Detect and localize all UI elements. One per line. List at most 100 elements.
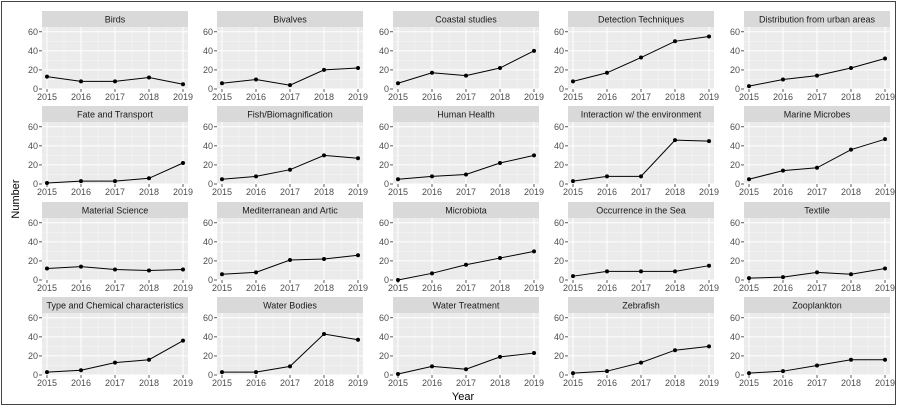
y-tick-label: 40 (203, 141, 213, 151)
panel: Microbiota 0 20 40 60 2015 2016 2017 2018 2019 (379, 202, 544, 293)
y-tick-label: 0 (33, 370, 38, 380)
y-tick-label: 40 (203, 332, 213, 342)
data-point (673, 138, 677, 143)
data-point (45, 181, 49, 186)
y-tick-label: 20 (379, 65, 389, 75)
y-tick-label: 60 (554, 122, 564, 132)
x-tick-label: 2018 (841, 283, 861, 293)
x-tick-label: 2015 (37, 283, 57, 293)
x-tick-label: 2015 (212, 283, 232, 293)
data-point (849, 357, 853, 362)
x-tick-label: 2015 (388, 378, 408, 388)
y-tick-label: 60 (554, 27, 564, 37)
data-point (464, 73, 468, 78)
y-tick-label: 0 (735, 275, 740, 285)
x-tick-label: 2018 (665, 378, 685, 388)
panel-strip (393, 202, 539, 218)
x-tick-label: 2017 (631, 283, 651, 293)
data-point (605, 369, 609, 374)
data-point (147, 176, 151, 181)
data-point (639, 360, 643, 365)
x-tick-label: 2019 (875, 283, 895, 293)
x-tick-label: 2015 (739, 187, 759, 197)
panel: Detection Techniques 0 20 40 60 2015 2016 2017 2… (554, 11, 719, 102)
y-tick-label: 40 (730, 237, 740, 247)
data-point (464, 262, 468, 267)
data-point (571, 179, 575, 184)
panel-title: Zooplankton (792, 301, 842, 311)
y-tick-label: 20 (379, 160, 389, 170)
y-axis-title: Number (10, 179, 22, 218)
x-tick-label: 2019 (875, 187, 895, 197)
x-tick-label: 2017 (631, 378, 651, 388)
x-tick-label: 2017 (456, 378, 476, 388)
y-tick-label: 40 (28, 46, 38, 56)
x-tick-label: 2015 (212, 378, 232, 388)
data-point (220, 370, 224, 375)
data-point (747, 84, 751, 89)
panel-strip (42, 106, 188, 122)
x-tick-label: 2019 (348, 378, 368, 388)
panel-title: Microbiota (445, 206, 487, 216)
data-point (747, 371, 751, 376)
data-point (747, 177, 751, 182)
data-point (781, 369, 785, 374)
panel: Fate and Transport 0 20 40 60 2015 2016 2017 201… (28, 106, 193, 197)
data-point (45, 266, 49, 271)
x-tick-label: 2016 (597, 187, 617, 197)
data-point (707, 34, 711, 39)
panel-title: Interaction w/ the environment (581, 110, 702, 120)
y-tick-label: 40 (203, 46, 213, 56)
x-tick-label: 2019 (524, 92, 544, 102)
y-tick-label: 40 (28, 237, 38, 247)
panel-title: Coastal studies (435, 15, 497, 25)
data-point (430, 70, 434, 75)
data-point (883, 266, 887, 271)
data-point (147, 268, 151, 273)
x-tick-label: 2017 (456, 92, 476, 102)
y-tick-label: 0 (33, 275, 38, 285)
y-tick-label: 0 (735, 179, 740, 189)
y-tick-label: 20 (203, 351, 213, 361)
data-point (815, 363, 819, 368)
data-point (254, 270, 258, 275)
data-point (849, 147, 853, 152)
data-point (79, 368, 83, 373)
y-tick-label: 40 (28, 332, 38, 342)
y-tick-label: 20 (28, 351, 38, 361)
panel-strip (42, 297, 188, 313)
x-tick-label: 2016 (597, 92, 617, 102)
y-tick-label: 20 (28, 256, 38, 266)
panel-strip (568, 106, 714, 122)
y-tick-label: 40 (554, 332, 564, 342)
data-point (883, 56, 887, 61)
y-tick-label: 0 (33, 84, 38, 94)
x-tick-label: 2019 (173, 92, 193, 102)
x-tick-label: 2019 (875, 92, 895, 102)
data-point (673, 269, 677, 274)
x-tick-label: 2016 (246, 92, 266, 102)
data-point (396, 177, 400, 182)
x-tick-label: 2017 (807, 283, 827, 293)
data-point (707, 139, 711, 144)
x-tick-label: 2016 (597, 378, 617, 388)
y-tick-label: 40 (379, 141, 389, 151)
y-tick-label: 60 (379, 27, 389, 37)
data-point (498, 66, 502, 71)
x-tick-label: 2015 (563, 92, 583, 102)
data-point (356, 66, 360, 71)
x-tick-label: 2017 (631, 92, 651, 102)
x-tick-label: 2017 (280, 283, 300, 293)
data-point (147, 357, 151, 362)
panel: Zebrafish 0 20 40 60 2015 2016 2017 2018 2019 (554, 297, 719, 388)
data-point (254, 370, 258, 375)
x-tick-label: 2019 (524, 378, 544, 388)
panel: Human Health 0 20 40 60 2015 2016 2017 2018 2019 (379, 106, 544, 197)
y-tick-label: 40 (730, 46, 740, 56)
y-tick-label: 20 (28, 65, 38, 75)
x-tick-label: 2019 (524, 187, 544, 197)
x-tick-label: 2018 (490, 283, 510, 293)
x-tick-label: 2018 (490, 378, 510, 388)
x-tick-label: 2018 (665, 92, 685, 102)
